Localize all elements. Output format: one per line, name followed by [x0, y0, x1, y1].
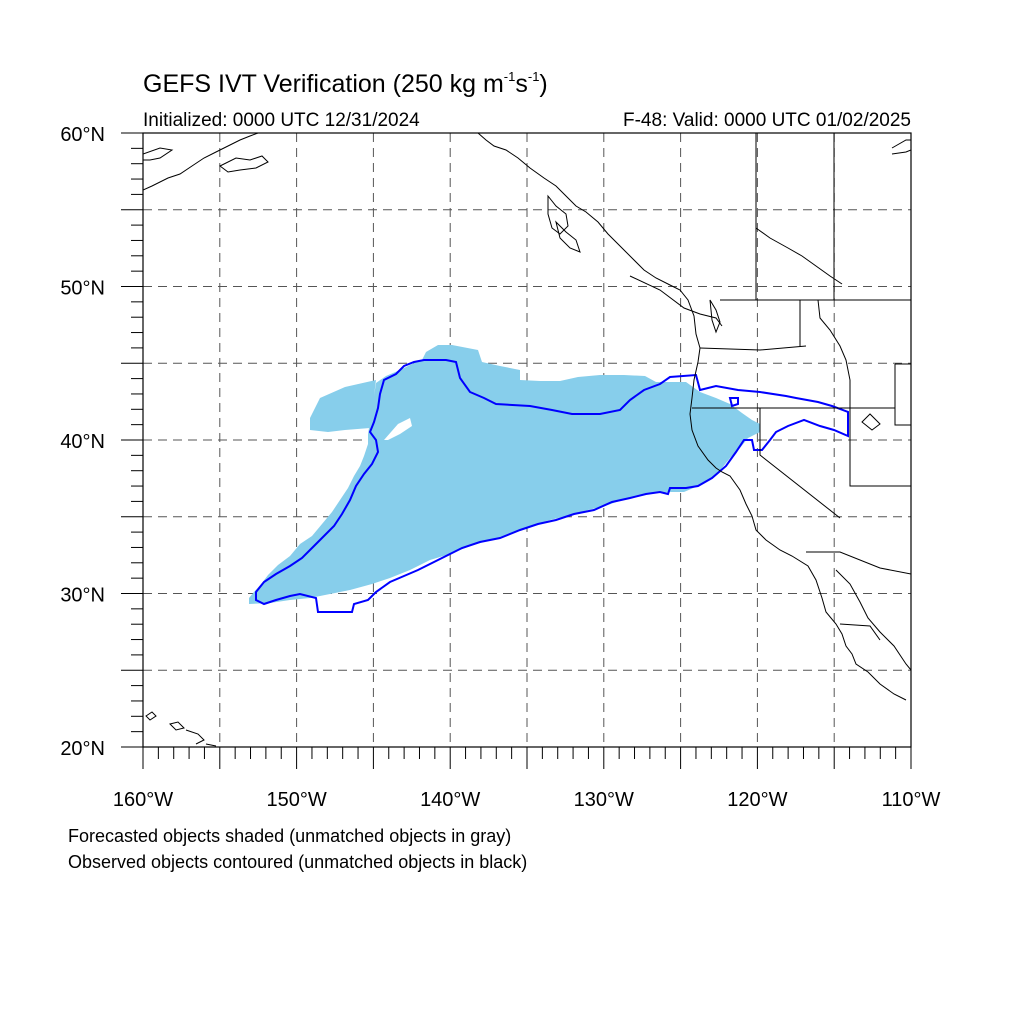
x-tick-label: 120°W: [727, 789, 787, 811]
x-axis-labels: 160°W 150°W 140°W 130°W 120°W 110°W: [113, 789, 941, 811]
x-tick-label: 140°W: [420, 789, 480, 811]
x-tick-label: 130°W: [574, 789, 634, 811]
axis-ticks: [121, 132, 912, 769]
y-tick-label: 50°N: [60, 278, 105, 300]
y-tick-label: 40°N: [60, 431, 105, 453]
x-tick-label: 150°W: [266, 789, 326, 811]
x-tick-label: 110°W: [882, 789, 941, 811]
y-tick-label: 60°N: [60, 124, 105, 146]
y-tick-label: 20°N: [60, 738, 105, 760]
forecast-note: Forecasted objects shaded (unmatched obj…: [68, 826, 512, 846]
observed-contour: [255, 359, 849, 613]
valid-time: F-48: Valid: 0000 UTC 01/02/2025: [623, 110, 911, 131]
observed-note: Observed objects contoured (unmatched ob…: [68, 852, 528, 872]
coastlines: [143, 133, 911, 747]
y-axis-labels: 20°N 30°N 40°N 50°N 60°N: [60, 124, 105, 760]
chart-title: GEFS IVT Verification (250 kg m-1s-1): [143, 68, 548, 98]
forecast-object: [249, 345, 760, 604]
initialized-time: Initialized: 0000 UTC 12/31/2024: [143, 110, 420, 131]
x-tick-label: 160°W: [113, 789, 173, 811]
y-tick-label: 30°N: [60, 585, 105, 607]
